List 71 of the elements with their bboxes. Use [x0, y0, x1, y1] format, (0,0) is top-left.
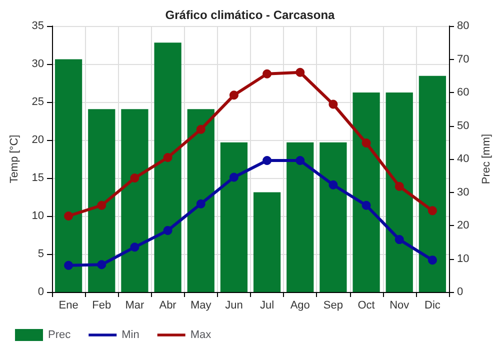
point: [196, 199, 206, 208]
bar: [121, 109, 148, 292]
x-tick-label: Mar: [125, 300, 145, 312]
legend-label: Prec: [48, 329, 72, 341]
point: [328, 100, 338, 109]
y-tick-label: 0: [38, 286, 44, 298]
y2-tick-label: 10: [457, 252, 470, 265]
x-tick-label: May: [190, 300, 212, 312]
point: [262, 156, 272, 166]
x-tick-label: Sep: [323, 300, 343, 312]
y-tick-label: 25: [32, 96, 44, 108]
y2-axis-title: Prec [mm]: [480, 134, 492, 184]
x-tick-label: Feb: [92, 300, 112, 312]
point: [328, 180, 338, 190]
x-tick-label: Ago: [290, 300, 310, 312]
x-tick-label: Jul: [260, 300, 274, 312]
y-tick-label: 15: [32, 172, 44, 184]
bar: [88, 109, 116, 292]
x-tick-label: Abr: [159, 300, 177, 312]
point: [163, 152, 172, 162]
chart-title: Gráfico climático - Carcasona: [165, 8, 336, 22]
x-tick-label: Dic: [424, 300, 441, 312]
x-tick-label: Oct: [358, 300, 375, 312]
y-axis-title: Temp [°C]: [8, 134, 20, 184]
bar: [187, 109, 214, 292]
point: [229, 172, 238, 182]
point: [362, 138, 371, 148]
x-tick-label: Jun: [225, 300, 243, 312]
point: [428, 206, 437, 216]
y2-tick-label: 0: [457, 286, 464, 298]
y-tick-label: 5: [38, 248, 44, 260]
bar: [220, 142, 248, 292]
point: [394, 235, 404, 244]
point: [262, 69, 272, 78]
point: [163, 226, 172, 235]
point: [64, 260, 74, 270]
x-tick-label: Nov: [390, 300, 410, 312]
point: [130, 174, 140, 182]
point: [97, 200, 106, 210]
bar: [154, 42, 182, 292]
legend-label: Min: [122, 329, 140, 341]
point: [428, 256, 437, 265]
point: [64, 212, 74, 220]
bar: [352, 92, 380, 292]
x-tick-label: Ene: [58, 300, 78, 312]
bar: [386, 92, 413, 292]
bar: [320, 142, 347, 292]
y2-tick-label: 20: [457, 220, 470, 232]
point: [130, 242, 140, 252]
y-tick-label: 35: [32, 20, 44, 32]
y2-tick-label: 50: [457, 120, 470, 132]
point: [196, 124, 206, 134]
bar: [286, 142, 314, 292]
y2-tick-label: 60: [457, 86, 470, 98]
y2-tick-label: 30: [457, 186, 470, 198]
y2-tick-label: 70: [457, 53, 470, 66]
y-tick-label: 10: [32, 210, 44, 222]
legend-label: Max: [190, 329, 212, 341]
point: [362, 200, 371, 210]
point: [394, 182, 404, 191]
point: [97, 260, 106, 270]
y-tick-label: 20: [32, 134, 44, 146]
point: [229, 90, 238, 100]
point: [296, 68, 305, 77]
point: [296, 156, 305, 166]
bar: [54, 59, 82, 292]
y2-tick-label: 80: [457, 20, 470, 32]
y2-tick-label: 40: [457, 153, 470, 165]
bar: [418, 76, 446, 292]
y-tick-label: 30: [32, 58, 44, 70]
bar: [253, 192, 281, 292]
